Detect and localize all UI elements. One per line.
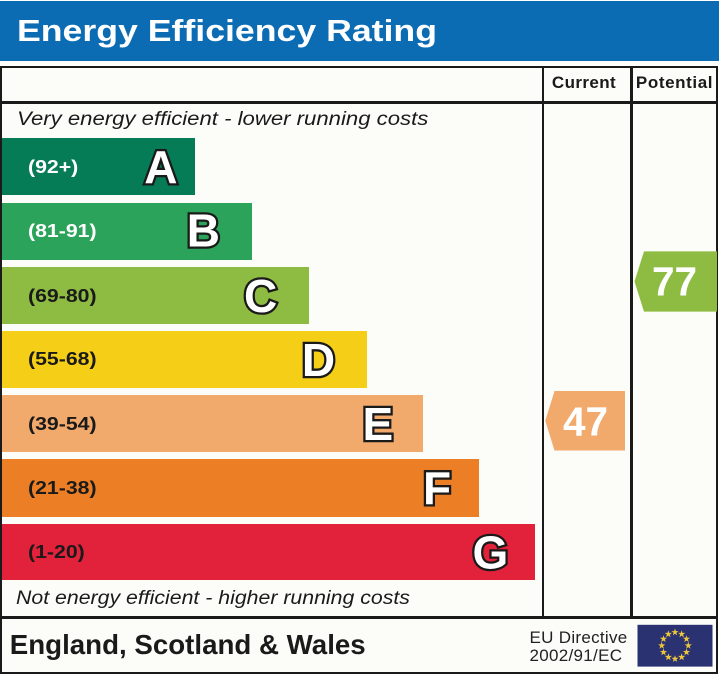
svg-text:F: F [423,462,451,514]
svg-text:47: 47 [563,398,608,444]
svg-text:C: C [244,270,277,322]
svg-text:G: G [473,527,509,579]
svg-text:77: 77 [652,258,697,304]
svg-text:A: A [144,141,177,193]
svg-text:D: D [302,334,335,386]
svg-text:E: E [362,398,393,450]
svg-text:B: B [187,205,220,257]
